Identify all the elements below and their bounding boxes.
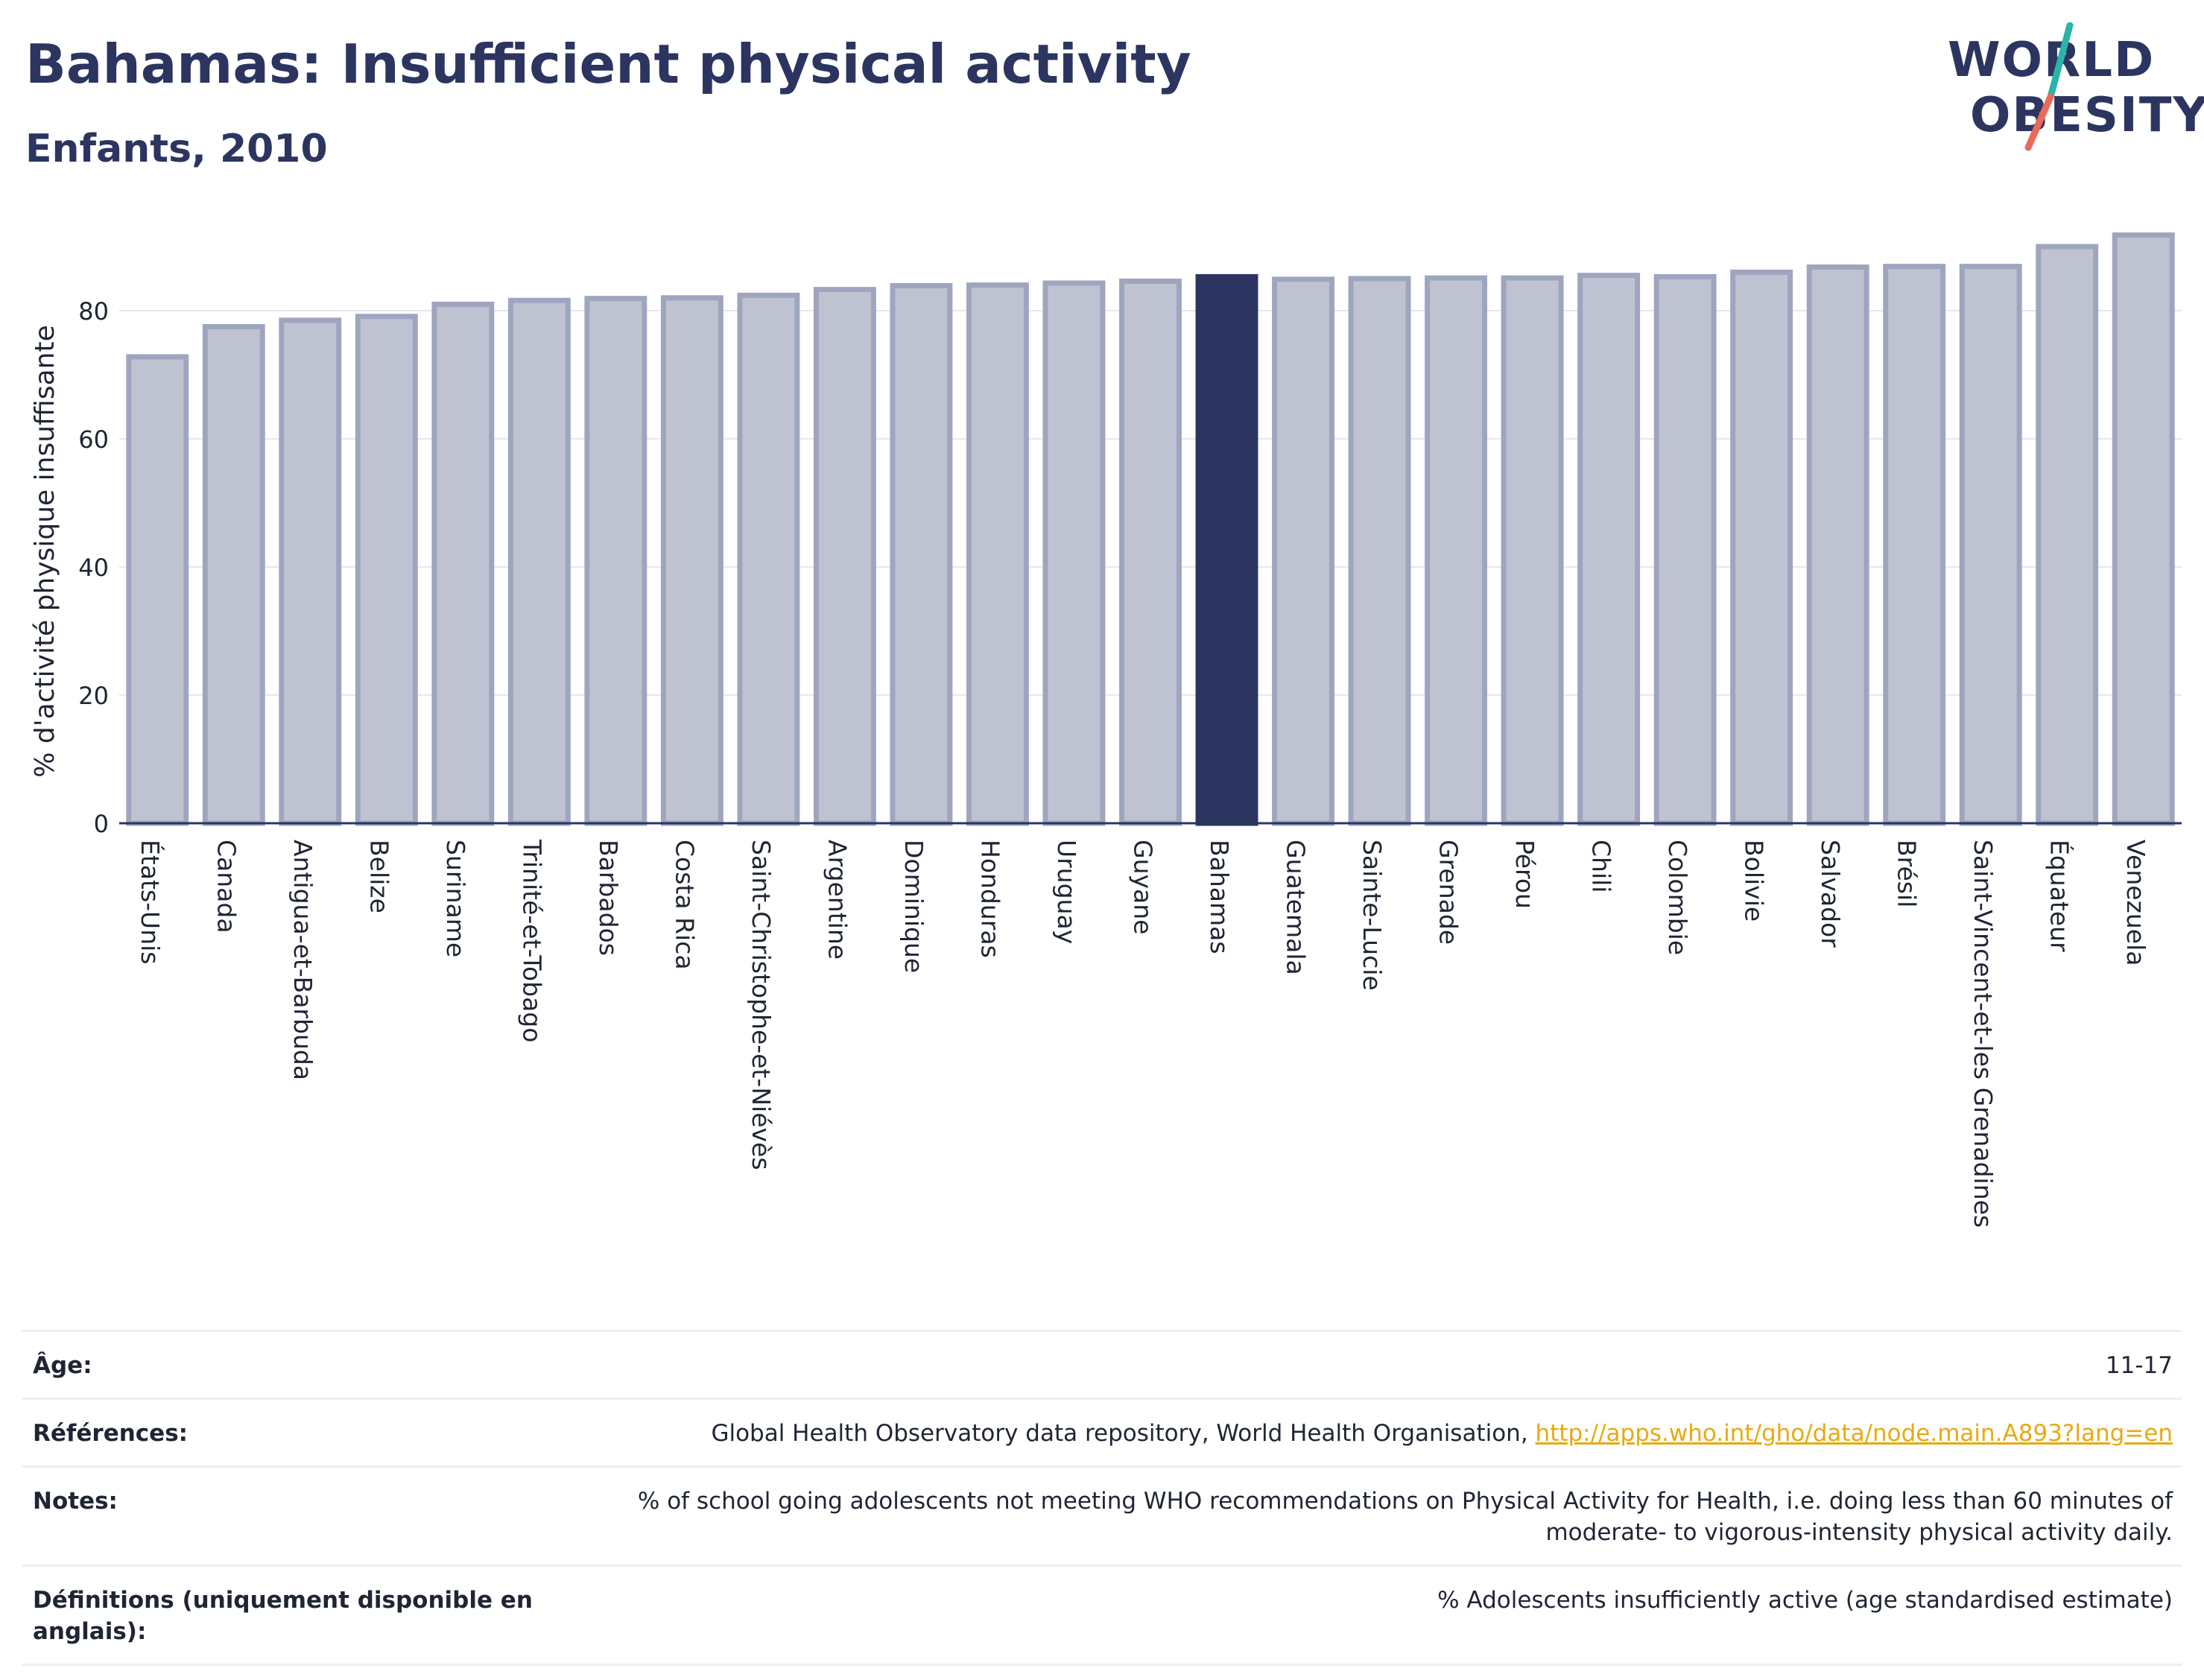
meta-label: Références: — [22, 1398, 548, 1467]
x-tick-label: États-Unis — [136, 840, 165, 964]
bar — [737, 292, 800, 826]
bar — [507, 297, 571, 826]
bar — [2036, 244, 2099, 826]
x-tick-label: Uruguay — [1052, 840, 1081, 944]
logo-slash-icon — [2024, 22, 2074, 151]
x-tick-label: Bolivie — [1740, 840, 1769, 922]
bar — [126, 354, 189, 826]
page-subtitle: Enfants, 2010 — [25, 127, 328, 171]
meta-value: % of school going adolescents not meetin… — [548, 1465, 2182, 1566]
world-obesity-logo: WORLD OBESITY — [1937, 22, 2204, 156]
x-tick-label: Guyane — [1129, 840, 1158, 934]
meta-label: Définitions (uniquement disponible en an… — [22, 1565, 548, 1666]
logo-line-2: OBESITY — [1970, 88, 2204, 143]
x-tick-label: Costa Rica — [670, 840, 699, 970]
bar — [1883, 264, 1946, 826]
meta-label: Notes: — [22, 1465, 548, 1566]
bar — [1501, 275, 1564, 826]
bar — [1272, 276, 1334, 826]
bar — [1042, 280, 1106, 826]
y-axis-label: % d'activité physique insuffisante — [30, 325, 60, 777]
bar — [890, 282, 953, 826]
x-tick-label: Suriname — [441, 840, 470, 957]
x-tick-label: Saint-Vincent-et-les Grenadines — [1969, 840, 1998, 1228]
y-tick-label: 20 — [78, 682, 109, 710]
y-tick-label: 40 — [78, 554, 109, 582]
bar — [1806, 264, 1869, 826]
bar — [1119, 278, 1182, 826]
bar — [1577, 273, 1641, 826]
bar — [355, 314, 418, 826]
x-tick-label: Colombie — [1663, 840, 1692, 955]
x-tick-label: Saint-Christophe-et-Niévès — [747, 840, 776, 1170]
bar — [1653, 273, 1717, 826]
bar-chart: 0 20 40 60 80 États-Unis Canada Antigua-et-Barb… — [30, 232, 2182, 1228]
bar — [966, 282, 1029, 826]
x-tick-label: Brésil — [1893, 840, 1922, 907]
meta-value: Global Health Observatory data repositor… — [548, 1398, 2182, 1467]
x-tick-label: Salvador — [1816, 840, 1845, 948]
x-tick-label: Dominique — [899, 840, 928, 973]
reference-link[interactable]: http://apps.who.int/gho/data/node.main.A… — [1535, 1420, 2173, 1447]
x-tick-label: Barbados — [594, 840, 623, 956]
bar — [1348, 276, 1411, 826]
x-tick-label: Antigua-et-Barbuda — [288, 840, 317, 1080]
x-tick-label: Sainte-Lucie — [1358, 840, 1387, 991]
y-tick-label: 0 — [94, 810, 109, 838]
x-tick-label: Équateur — [2045, 840, 2075, 952]
x-tick-label: Chili — [1587, 840, 1616, 893]
y-tick-label: 80 — [78, 297, 109, 326]
x-tick-label: Pérou — [1510, 840, 1539, 909]
logo-line-1: WORLD — [1948, 33, 2156, 88]
meta-value: % Adolescents insufficiently active (age… — [548, 1565, 2182, 1666]
bar — [1425, 275, 1488, 826]
page-title: Bahamas: Insufficient physical activity — [25, 33, 1191, 95]
x-tick-label: Grenade — [1434, 840, 1463, 945]
bar — [202, 324, 265, 826]
bar — [813, 287, 876, 826]
meta-row-notes: Notes: % of school going adolescents not… — [22, 1465, 2182, 1566]
bars — [126, 232, 2175, 826]
x-tick-label: Venezuela — [2121, 840, 2150, 966]
x-tick-label: Trinité-et-Tobago — [517, 839, 546, 1042]
bar — [1730, 269, 1793, 826]
bar — [279, 317, 342, 826]
bar — [2112, 232, 2175, 826]
x-tick-label: Honduras — [975, 840, 1004, 958]
metadata-table: Âge: 11-17 Références: Global Health Obs… — [22, 1330, 2182, 1666]
meta-value: 11-17 — [548, 1330, 2182, 1399]
bar — [660, 295, 723, 826]
x-tick-label: Bahamas — [1205, 840, 1234, 954]
meta-row-references: Références: Global Health Observatory da… — [22, 1398, 2182, 1467]
bar-highlighted — [1195, 273, 1258, 826]
y-tick-label: 60 — [78, 425, 109, 454]
x-tick-label: Argentine — [823, 840, 852, 960]
x-tick-label: Canada — [212, 840, 241, 933]
meta-row-age: Âge: 11-17 — [22, 1330, 2182, 1399]
meta-row-definitions: Définitions (uniquement disponible en an… — [22, 1565, 2182, 1666]
x-tick-label: Guatemala — [1282, 840, 1311, 975]
reference-text: Global Health Observatory data repositor… — [711, 1420, 1536, 1447]
axes: 0 20 40 60 80 États-Unis Canada Antigua-et-Barb… — [78, 297, 2182, 1228]
bar — [1959, 264, 2022, 826]
x-tick-label: Belize — [364, 840, 393, 913]
bar — [431, 301, 495, 826]
bar — [584, 296, 647, 826]
meta-label: Âge: — [22, 1330, 548, 1399]
